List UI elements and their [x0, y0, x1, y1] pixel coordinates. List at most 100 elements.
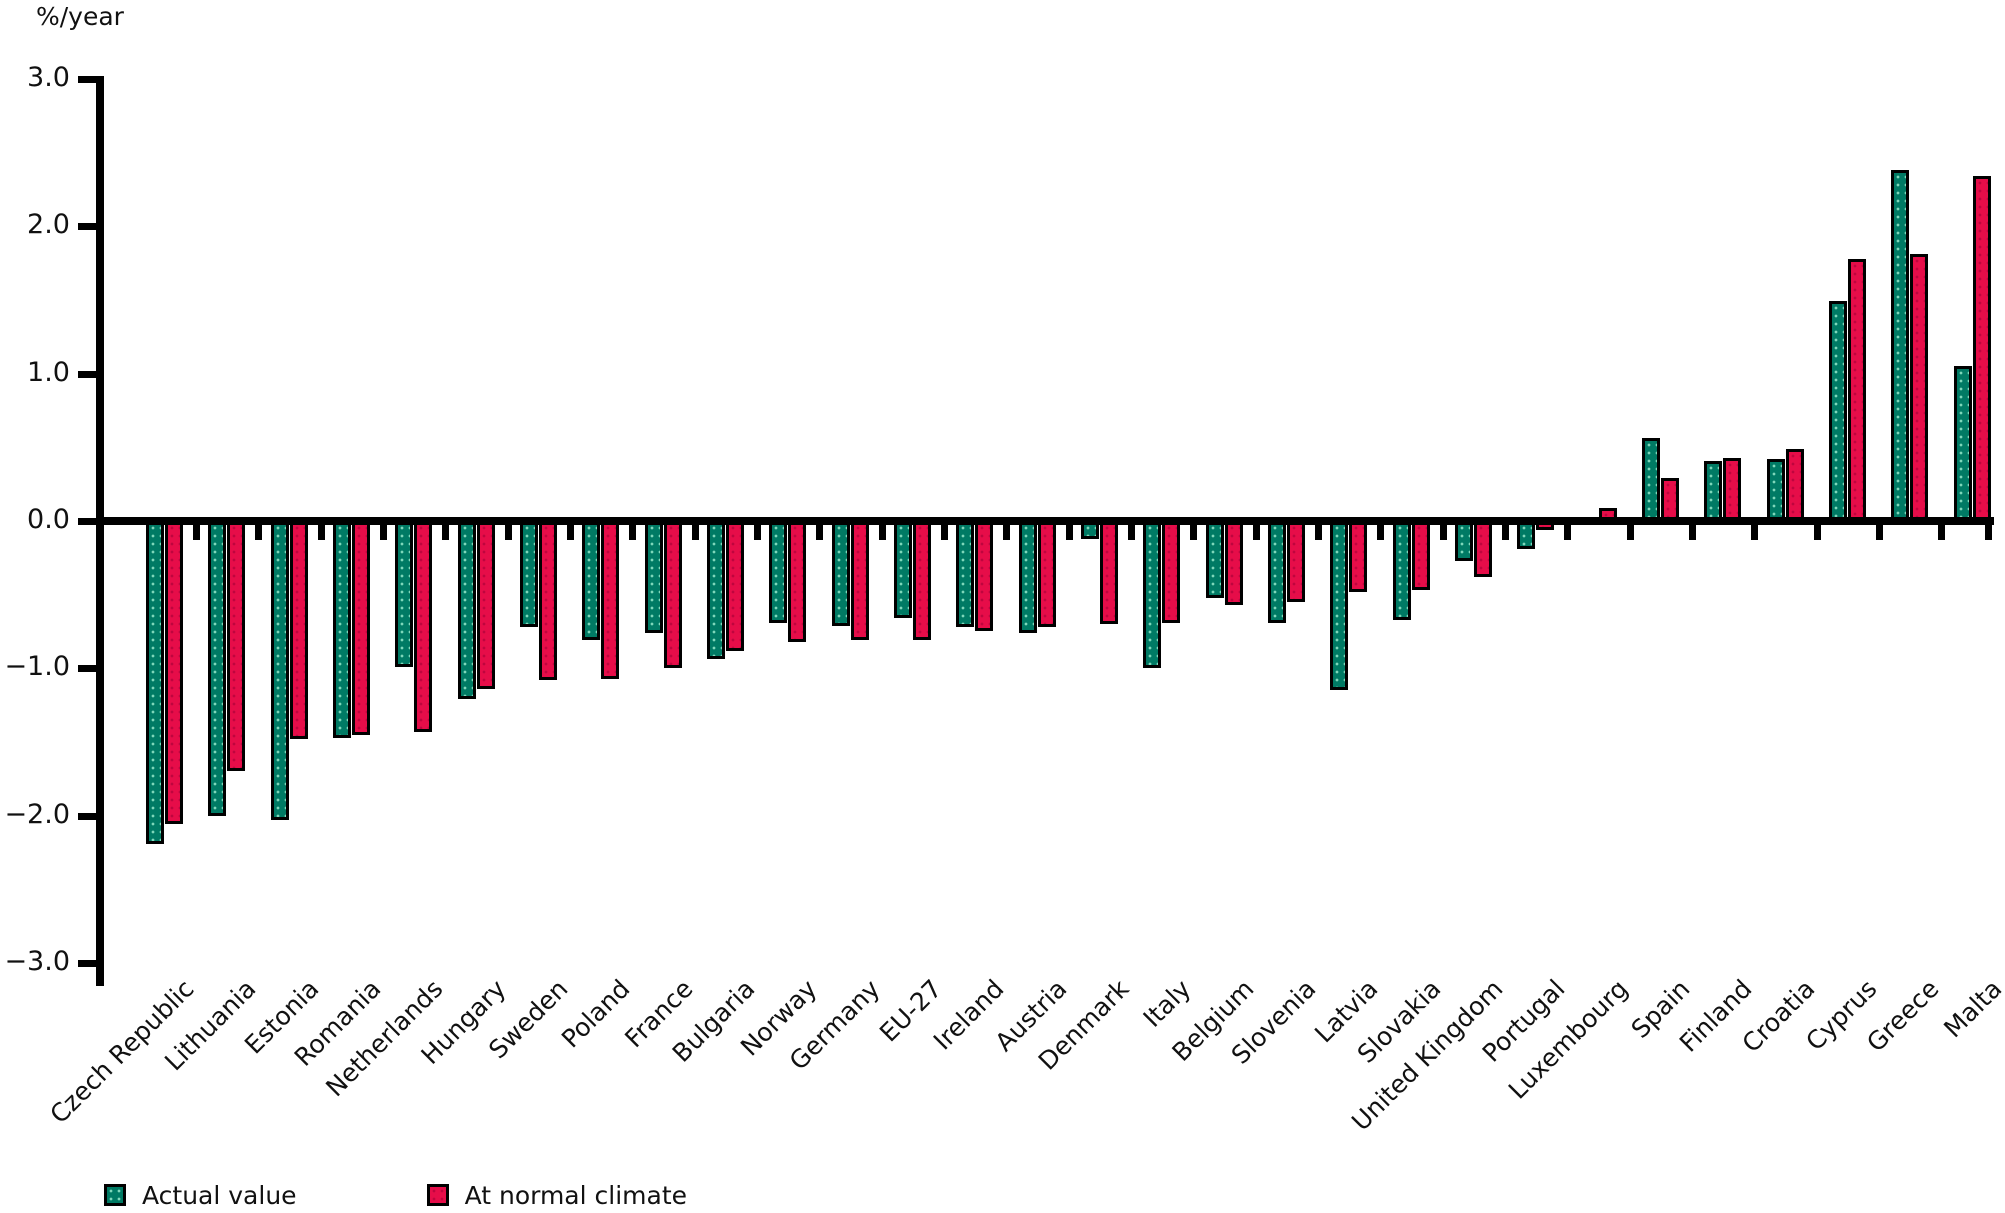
- legend-item-at-normal-climate: At normal climate: [426, 1180, 688, 1210]
- x-axis-tick: [754, 525, 762, 540]
- bar-at-normal-climate: [351, 521, 370, 735]
- y-axis-tick: [78, 665, 100, 673]
- bar-at-normal-climate: [601, 521, 620, 679]
- x-axis-tick: [255, 525, 263, 540]
- bar-actual-value: [1018, 521, 1037, 633]
- y-axis-tick-label: 3.0: [27, 62, 70, 93]
- y-axis-tick: [78, 370, 100, 378]
- x-axis-baseline: [96, 517, 1994, 525]
- bar-at-normal-climate: [227, 521, 246, 772]
- bar-actual-value: [270, 521, 289, 821]
- x-axis-tick: [1502, 525, 1510, 540]
- bar-at-normal-climate: [1910, 254, 1929, 521]
- y-axis-line: [96, 76, 104, 986]
- x-axis-tick: [1938, 525, 1946, 540]
- y-axis-tick-label: −3.0: [4, 945, 70, 977]
- bar-actual-value: [146, 521, 164, 844]
- y-axis-tick: [78, 223, 100, 231]
- bar-at-normal-climate: [1286, 521, 1305, 603]
- x-axis-tick: [1377, 525, 1385, 540]
- x-axis-tick: [1190, 525, 1198, 540]
- bar-actual-value: [1143, 521, 1162, 669]
- y-axis-tick: [78, 812, 100, 820]
- x-axis-tick: [629, 525, 637, 540]
- bar-actual-value: [1766, 459, 1785, 521]
- x-axis-tick: [1315, 525, 1323, 540]
- x-axis-tick: [1439, 525, 1447, 540]
- x-axis-tick: [1985, 525, 1992, 540]
- bar-actual-value: [1641, 438, 1660, 521]
- bar-actual-value: [1828, 301, 1847, 521]
- bar-at-normal-climate: [1224, 521, 1243, 605]
- bar-at-normal-climate: [1162, 521, 1181, 623]
- x-axis-tick: [504, 525, 512, 540]
- bar-at-normal-climate: [289, 521, 308, 740]
- bar-actual-value: [893, 521, 912, 619]
- x-axis-tick: [1626, 525, 1634, 540]
- legend-swatch-at-normal-climate: [426, 1184, 449, 1206]
- bar-actual-value: [1517, 521, 1536, 549]
- bar-at-normal-climate: [165, 521, 183, 825]
- bar-actual-value: [332, 521, 351, 738]
- x-axis-tick: [442, 525, 450, 540]
- x-axis-tick: [193, 525, 201, 540]
- x-axis-tick: [317, 525, 325, 540]
- bar-actual-value: [831, 521, 850, 626]
- y-axis-tick: [78, 959, 100, 967]
- y-axis-tick: [78, 76, 100, 83]
- bar-actual-value: [519, 521, 538, 628]
- legend: Actual value At normal climate: [104, 1178, 805, 1212]
- x-axis-tick: [1564, 525, 1572, 540]
- bar-at-normal-climate: [788, 521, 807, 642]
- legend-label-actual-value: Actual value: [142, 1180, 297, 1210]
- x-axis-tick: [1065, 525, 1073, 540]
- bar-actual-value: [1891, 170, 1910, 521]
- legend-swatch-actual-value: [104, 1184, 126, 1206]
- bar-at-normal-climate: [1723, 457, 1742, 521]
- bar-actual-value: [1454, 521, 1473, 561]
- bar-actual-value: [457, 521, 476, 700]
- x-axis-tick: [691, 525, 699, 540]
- bar-actual-value: [1267, 521, 1286, 623]
- bar-at-normal-climate: [1785, 448, 1804, 521]
- bar-actual-value: [395, 521, 414, 667]
- x-axis-tick: [1689, 525, 1697, 540]
- bar-actual-value: [1205, 521, 1224, 598]
- bar-actual-value: [1392, 521, 1411, 620]
- x-axis-tick: [1751, 525, 1759, 540]
- bar-at-normal-climate: [1847, 258, 1866, 521]
- bar-at-normal-climate: [1473, 521, 1492, 577]
- bar-at-normal-climate: [975, 521, 994, 632]
- bar-actual-value: [208, 521, 227, 816]
- x-axis-tick: [380, 525, 388, 540]
- bar-at-normal-climate: [414, 521, 433, 732]
- bar-actual-value: [1953, 366, 1972, 521]
- y-axis-tick-label: −1.0: [4, 651, 70, 683]
- bar-at-normal-climate: [912, 521, 931, 641]
- x-axis-tick: [1128, 525, 1136, 540]
- y-axis-tick-label: 0.0: [27, 504, 70, 535]
- bar-at-normal-climate: [663, 521, 682, 669]
- y-axis-tick: [78, 518, 100, 525]
- y-axis-tick-label: 2.0: [27, 209, 70, 241]
- x-axis-tick: [941, 525, 949, 540]
- bar-actual-value: [1330, 521, 1349, 691]
- y-axis-tick-label: 1.0: [27, 356, 70, 388]
- legend-item-actual-value: Actual value: [104, 1181, 297, 1210]
- bar-actual-value: [706, 521, 725, 660]
- bar-at-normal-climate: [1099, 521, 1118, 625]
- legend-label-at-normal-climate: At normal climate: [464, 1180, 688, 1210]
- bar-at-normal-climate: [1411, 521, 1430, 591]
- bar-actual-value: [644, 521, 663, 633]
- x-axis-tick: [816, 525, 824, 540]
- bar-at-normal-climate: [1660, 478, 1679, 521]
- x-axis-tick: [1252, 525, 1260, 540]
- bar-actual-value: [582, 521, 601, 641]
- bar-at-normal-climate: [1972, 176, 1991, 521]
- x-axis-tick: [1003, 525, 1011, 540]
- bar-at-normal-climate: [538, 521, 557, 681]
- bar-at-normal-climate: [850, 521, 869, 641]
- bar-at-normal-climate: [1037, 521, 1056, 628]
- bar-at-normal-climate: [725, 521, 744, 651]
